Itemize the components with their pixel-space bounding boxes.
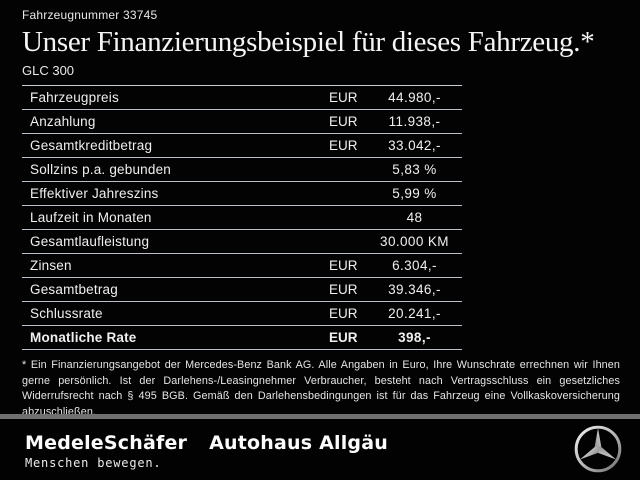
dealer-logo-medele-schaefer: MedeleSchäfer xyxy=(25,432,188,454)
row-label: Anzahlung xyxy=(30,114,96,129)
row-label: Effektiver Jahreszins xyxy=(30,186,159,201)
page-title: Unser Finanzierungsbeispiel für dieses F… xyxy=(22,26,595,58)
row-value: 398,- xyxy=(398,330,431,345)
row-currency: EUR xyxy=(329,282,358,297)
legal-footnote: * Ein Finanzierungsangebot der Mercedes-… xyxy=(22,359,620,418)
row-currency: EUR xyxy=(329,330,358,345)
table-row: Effektiver Jahreszins 5,99 % xyxy=(22,182,462,206)
header: Fahrzeugnummer 33745 Unser Finanzierungs… xyxy=(0,0,640,78)
row-currency: EUR xyxy=(329,306,358,321)
table-row-monthly-rate: Monatliche Rate EUR 398,- xyxy=(22,326,462,350)
row-value: 11.938,- xyxy=(388,114,441,129)
row-label: Sollzins p.a. gebunden xyxy=(30,162,172,177)
row-label: Monatliche Rate xyxy=(30,330,137,345)
table-row: Gesamtbetrag EUR 39.346,- xyxy=(22,278,462,302)
row-value: 20.241,- xyxy=(388,306,441,321)
row-value: 48 xyxy=(406,210,423,225)
table-row: Fahrzeugpreis EUR 44.980,- xyxy=(22,86,462,110)
row-currency: EUR xyxy=(329,90,358,105)
row-currency: EUR xyxy=(329,138,358,153)
row-value: 39.346,- xyxy=(388,282,441,297)
row-label: Gesamtbetrag xyxy=(30,282,118,297)
finance-table: Fahrzeugpreis EUR 44.980,- Anzahlung EUR… xyxy=(22,85,462,350)
model-name: GLC 300 xyxy=(22,63,75,78)
table-row: Gesamtlaufleistung 30.000 KM xyxy=(22,230,462,254)
footer: MedeleSchäfer Autohaus Allgäu Menschen b… xyxy=(0,419,640,480)
vehicle-number: Fahrzeugnummer 33745 xyxy=(22,8,158,22)
row-value: 44.980,- xyxy=(388,90,441,105)
divider-band xyxy=(0,414,640,419)
table-row: Gesamtkreditbetrag EUR 33.042,- xyxy=(22,134,462,158)
row-label: Schlussrate xyxy=(30,306,103,321)
row-label: Zinsen xyxy=(30,258,72,273)
table-row: Schlussrate EUR 20.241,- xyxy=(22,302,462,326)
dealer-tagline: Menschen bewegen. xyxy=(25,456,162,470)
row-value: 30.000 KM xyxy=(380,234,449,249)
table-row: Zinsen EUR 6.304,- xyxy=(22,254,462,278)
row-label: Gesamtlaufleistung xyxy=(30,234,150,249)
table-row: Sollzins p.a. gebunden 5,83 % xyxy=(22,158,462,182)
row-currency: EUR xyxy=(329,258,358,273)
row-value: 33.042,- xyxy=(388,138,441,153)
row-label: Gesamtkreditbetrag xyxy=(30,138,153,153)
dealer-logo-autohaus-allgaeu: Autohaus Allgäu xyxy=(209,432,388,454)
row-value: 6.304,- xyxy=(392,258,437,273)
mercedes-star-icon xyxy=(572,423,624,475)
row-value: 5,83 % xyxy=(392,162,437,177)
dealer-logos: MedeleSchäfer Autohaus Allgäu xyxy=(25,432,388,454)
row-currency: EUR xyxy=(329,114,358,129)
table-row: Laufzeit in Monaten 48 xyxy=(22,206,462,230)
row-label: Laufzeit in Monaten xyxy=(30,210,152,225)
row-label: Fahrzeugpreis xyxy=(30,90,119,105)
table-row: Anzahlung EUR 11.938,- xyxy=(22,110,462,134)
row-value: 5,99 % xyxy=(392,186,437,201)
